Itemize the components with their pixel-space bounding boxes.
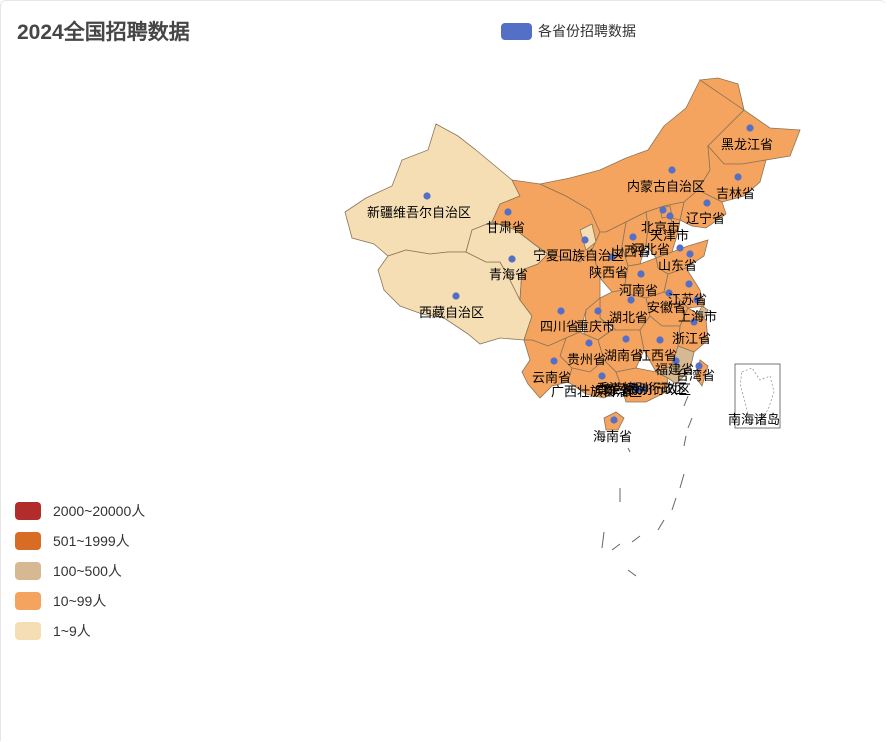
- province-point-3[interactable]: [703, 199, 711, 207]
- province-label-15: 江苏省: [668, 292, 707, 307]
- province-label-19: 四川省: [540, 319, 579, 334]
- visual-map-swatch-1: [15, 532, 41, 550]
- province-label-29: 广西壮族自治区: [551, 384, 642, 399]
- province-label-32: 澳门特别行政区: [600, 382, 691, 397]
- province-label-22: 浙江省: [672, 331, 711, 346]
- province-point-24[interactable]: [656, 336, 664, 344]
- province-point-27[interactable]: [695, 362, 703, 370]
- province-label-33: 海南省: [593, 429, 632, 444]
- province-label-27: 台湾省: [676, 368, 715, 383]
- province-point-28[interactable]: [550, 357, 558, 365]
- visual-map-item-0[interactable]: 2000~20000人: [15, 496, 145, 526]
- province-point-7[interactable]: [423, 192, 431, 200]
- province-point-29[interactable]: [598, 372, 606, 380]
- province-point-10[interactable]: [629, 233, 637, 241]
- province-point-26[interactable]: [672, 357, 680, 365]
- province-point-25[interactable]: [585, 339, 593, 347]
- province-label-12: 青海省: [489, 267, 528, 282]
- province-label-3: 辽宁省: [686, 211, 725, 226]
- province-label-14: 河南省: [619, 283, 658, 298]
- province-label-21: 湖北省: [609, 310, 648, 325]
- visual-map-item-4[interactable]: 1~9人: [15, 616, 145, 646]
- province-heilongjiang[interactable]: [698, 77, 801, 165]
- province-point-6[interactable]: [676, 244, 684, 252]
- province-point-5[interactable]: [666, 212, 674, 220]
- province-label-26: 福建省: [655, 362, 694, 377]
- visual-map-label-1: 501~1999人: [53, 533, 130, 549]
- province-point-2[interactable]: [668, 166, 676, 174]
- province-point-4[interactable]: [659, 206, 667, 214]
- province-label-31: 香港特别行政区: [596, 381, 687, 396]
- series-legend[interactable]: 各省份招聘数据: [501, 21, 636, 41]
- province-point-23[interactable]: [622, 335, 630, 343]
- province-jilin[interactable]: [697, 144, 767, 203]
- province-point-8[interactable]: [504, 208, 512, 216]
- province-label-28: 云南省: [532, 370, 571, 385]
- visual-map-label-0: 2000~20000人: [53, 503, 146, 519]
- province-label-8: 甘肃省: [486, 220, 525, 235]
- province-point-11[interactable]: [686, 250, 694, 258]
- province-point-12[interactable]: [508, 255, 516, 263]
- province-label-11: 山东省: [658, 258, 697, 273]
- visual-map-label-2: 100~500人: [53, 563, 122, 579]
- province-label-0: 黑龙江省: [721, 137, 773, 152]
- province-point-15[interactable]: [685, 280, 693, 288]
- province-tianjin[interactable]: [669, 217, 681, 231]
- province-label-13: 陕西省: [589, 265, 628, 280]
- province-label-30: 广东省: [594, 383, 633, 398]
- visual-map-label-3: 10~99人: [53, 593, 107, 609]
- province-point-31[interactable]: [639, 385, 647, 393]
- visual-map-swatch-3: [15, 592, 41, 610]
- series-legend-swatch: [501, 22, 532, 40]
- province-point-16[interactable]: [452, 292, 460, 300]
- province-label-1: 吉林省: [716, 186, 755, 201]
- province-label-34: 南海诸岛: [728, 412, 780, 427]
- province-point-21[interactable]: [627, 296, 635, 304]
- visual-map-item-3[interactable]: 10~99人: [15, 586, 145, 616]
- province-label-4: 北京市: [641, 220, 680, 235]
- province-point-9[interactable]: [581, 236, 589, 244]
- province-point-22[interactable]: [690, 318, 698, 326]
- series-legend-label: 各省份招聘数据: [538, 23, 636, 39]
- province-hubei[interactable]: [599, 289, 651, 331]
- province-point-20[interactable]: [594, 307, 602, 315]
- south-sea-inset: [734, 363, 781, 429]
- visual-map-swatch-4: [15, 622, 41, 640]
- chart-title: 2024全国招聘数据: [17, 21, 190, 44]
- visual-map-label-4: 1~9人: [53, 623, 91, 639]
- visual-map-item-1[interactable]: 501~1999人: [15, 526, 145, 556]
- province-label-24: 江西省: [638, 348, 677, 363]
- visual-map-legend: 2000~20000人 501~1999人 100~500人 10~99人 1~…: [15, 496, 145, 646]
- visual-map-item-2[interactable]: 100~500人: [15, 556, 145, 586]
- province-point-14[interactable]: [637, 270, 645, 278]
- province-label-16: 西藏自治区: [419, 305, 484, 320]
- visual-map-swatch-2: [15, 562, 41, 580]
- province-label-10: 山西省: [611, 244, 650, 259]
- province-label-25: 贵州省: [567, 352, 606, 367]
- province-point-19[interactable]: [557, 307, 565, 315]
- province-label-17: 安徽省: [647, 300, 686, 315]
- province-point-32[interactable]: [633, 386, 641, 394]
- province-point-13[interactable]: [608, 253, 616, 261]
- province-label-9: 宁夏回族自治区: [533, 248, 624, 263]
- province-label-5: 天津市: [650, 228, 689, 243]
- province-liaoning[interactable]: [679, 189, 727, 229]
- province-point-0[interactable]: [746, 124, 754, 132]
- province-label-18: 上海市: [678, 309, 717, 324]
- province-label-23: 湖南省: [604, 348, 643, 363]
- province-guangdong[interactable]: [615, 367, 669, 403]
- south-sea-islands: [601, 395, 693, 577]
- province-label-20: 重庆市: [576, 319, 615, 334]
- province-point-1[interactable]: [734, 173, 742, 181]
- province-point-17[interactable]: [665, 289, 673, 297]
- province-point-18[interactable]: [693, 296, 701, 304]
- province-label-6: 河北省: [631, 242, 670, 257]
- province-label-7: 新疆维吾尔自治区: [367, 205, 471, 220]
- province-point-33[interactable]: [610, 416, 618, 424]
- province-label-2: 内蒙古自治区: [627, 179, 705, 194]
- visual-map-swatch-0: [15, 502, 41, 520]
